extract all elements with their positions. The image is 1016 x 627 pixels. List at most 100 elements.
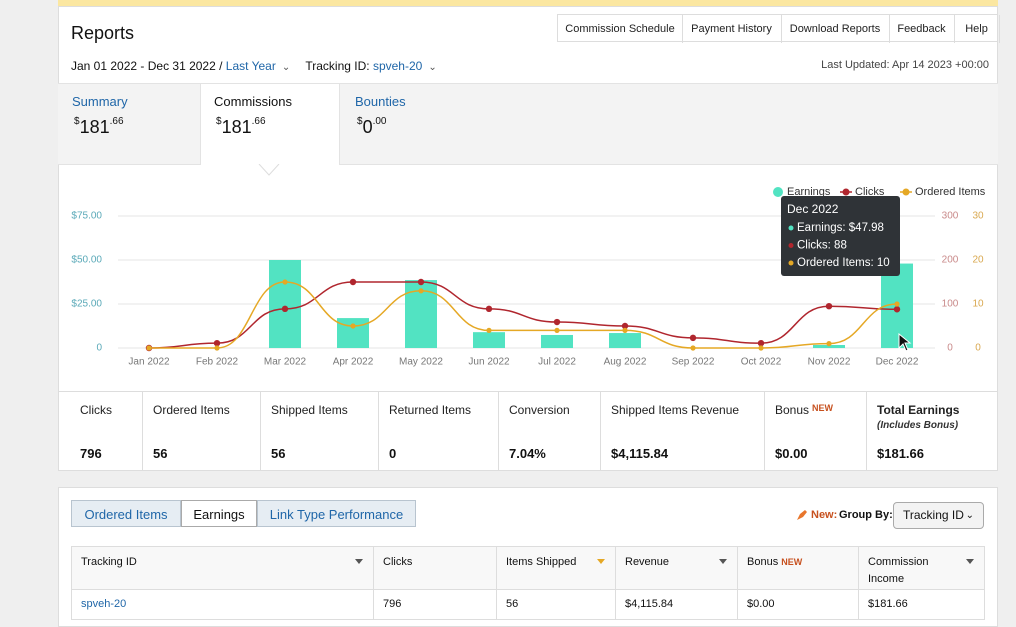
tooltip-dot xyxy=(788,225,794,231)
column-label: Clicks xyxy=(383,556,413,568)
tooltip-title: Dec 2022 xyxy=(787,202,839,216)
amount-whole: 0 xyxy=(362,117,373,137)
bar xyxy=(269,260,301,348)
tab-band xyxy=(58,83,998,165)
stat-cell: Clicks 796 xyxy=(58,392,142,470)
y-tick-label: $75.00 xyxy=(71,211,102,222)
summary-tab[interactable]: Bounties $0.00 xyxy=(341,83,481,163)
tooltip: Dec 2022 Earnings: $47.98 Clicks: 88 Ordere… xyxy=(781,196,900,276)
new-label: New: xyxy=(811,509,838,521)
stat-label: Returned Items xyxy=(389,403,471,417)
tracking-select[interactable]: spveh-20 xyxy=(372,59,423,73)
legend-swatch xyxy=(902,188,910,196)
stat-note: (Includes Bonus) xyxy=(877,420,959,431)
stat-label: Ordered Items xyxy=(153,403,230,417)
legend-item[interactable]: Clicks xyxy=(840,186,885,198)
group-by-label: Group By: xyxy=(839,509,893,521)
header-button[interactable]: Download Reports xyxy=(781,15,890,43)
stat-cell: Total Earnings (Includes Bonus) $181.66 xyxy=(866,392,998,470)
table-cell[interactable]: spveh-20 xyxy=(71,590,374,620)
tab-pointer xyxy=(258,164,280,176)
new-badge: NEW xyxy=(812,403,834,413)
bar xyxy=(337,318,369,348)
report-tab[interactable]: Earnings xyxy=(181,500,257,527)
stat-label: Conversion xyxy=(509,403,570,417)
legend-label: Clicks xyxy=(855,186,885,198)
last-updated: Last Updated: Apr 14 2023 +00:00 xyxy=(821,59,989,71)
stat-cell: Bonus NEW $0.00 xyxy=(764,392,866,470)
x-tick-label: Dec 2022 xyxy=(876,357,919,368)
period-select[interactable]: Last Year xyxy=(225,59,276,73)
y-tick-label: $25.00 xyxy=(71,299,102,310)
column-label: Tracking ID xyxy=(81,556,137,568)
legend-item[interactable]: Ordered Items xyxy=(900,186,986,198)
stat-label-text: Returned Items xyxy=(389,403,472,417)
table-cell: 796 xyxy=(373,590,497,620)
x-tick-label: Apr 2022 xyxy=(333,357,374,368)
sort-arrow xyxy=(966,559,974,564)
column-header[interactable]: Revenue xyxy=(615,546,738,590)
y-tick-label: 0 xyxy=(975,343,981,354)
button-group: Commission Schedule Payment History Downlo… xyxy=(557,14,1000,43)
column-header[interactable]: Commission Income xyxy=(858,546,985,590)
x-tick-label: Aug 2022 xyxy=(604,357,647,368)
point xyxy=(825,303,833,310)
point xyxy=(689,334,697,342)
group-by-select[interactable]: Tracking ID ⌄ xyxy=(893,502,984,529)
point xyxy=(282,279,288,285)
point xyxy=(554,327,560,333)
header-button[interactable]: Payment History xyxy=(682,15,782,43)
x-tick-label: Jun 2022 xyxy=(468,357,510,368)
line xyxy=(148,281,898,349)
header-button[interactable]: Help xyxy=(954,15,1000,43)
header-button[interactable]: Feedback xyxy=(889,15,955,43)
report-tab[interactable]: Ordered Items xyxy=(71,500,181,527)
selected-tab xyxy=(200,83,340,165)
column-header[interactable]: Clicks xyxy=(373,546,497,590)
stat-label: Bonus NEW xyxy=(775,403,833,417)
summary-tab[interactable]: Summary $181.66 xyxy=(58,83,198,163)
report-tab[interactable]: Link Type Performance xyxy=(257,500,416,527)
point xyxy=(621,322,629,330)
header-button[interactable]: Commission Schedule xyxy=(558,15,683,43)
point xyxy=(758,345,764,351)
tab-label: Bounties xyxy=(355,94,406,109)
amount-fraction: .66 xyxy=(251,116,266,127)
tooltip-line: Clicks: 88 xyxy=(797,240,847,252)
legend-label: Ordered Items xyxy=(915,186,986,198)
bar xyxy=(609,333,641,348)
amount-whole: 181 xyxy=(79,117,110,137)
stat-value: 56 xyxy=(271,446,286,461)
tab-amount: $181.66 xyxy=(74,116,124,138)
column-header[interactable]: Tracking ID xyxy=(71,546,374,590)
tab-amount: $0.00 xyxy=(357,116,386,138)
bar xyxy=(473,332,505,348)
column-header[interactable]: Items Shipped xyxy=(496,546,616,590)
y-tick-label: 10 xyxy=(972,299,984,310)
tooltip-dot xyxy=(788,243,794,248)
x-tick-label: Jul 2022 xyxy=(538,357,576,368)
legend-item[interactable]: Earnings xyxy=(773,186,831,198)
column-header[interactable]: Bonus NEW xyxy=(737,546,859,590)
summary-tab[interactable]: Commissions $181.66 xyxy=(200,83,340,163)
table-cell: 56 xyxy=(496,590,616,620)
stat-label-text: Total Earnings xyxy=(877,403,960,417)
tooltip-line: Ordered Items: 10 xyxy=(797,257,890,269)
point xyxy=(281,305,289,313)
page-title: Reports xyxy=(71,23,135,43)
y-tick-label: 30 xyxy=(972,211,984,222)
currency: $ xyxy=(74,116,80,127)
point xyxy=(350,323,356,329)
bar xyxy=(813,345,845,348)
line xyxy=(149,281,898,349)
stat-label-text: Ordered Items xyxy=(153,403,230,417)
point xyxy=(213,339,221,347)
stat-cell: Returned Items 0 xyxy=(378,392,498,470)
y-tick-label: 200 xyxy=(942,255,959,266)
sort-arrow xyxy=(597,559,605,564)
y-tick-label: 0 xyxy=(947,343,953,354)
table-cell: $0.00 xyxy=(737,590,859,620)
y-tick-label: 20 xyxy=(972,255,984,266)
y-tick-label: $50.00 xyxy=(71,255,102,266)
amount-whole: 181 xyxy=(221,117,252,137)
